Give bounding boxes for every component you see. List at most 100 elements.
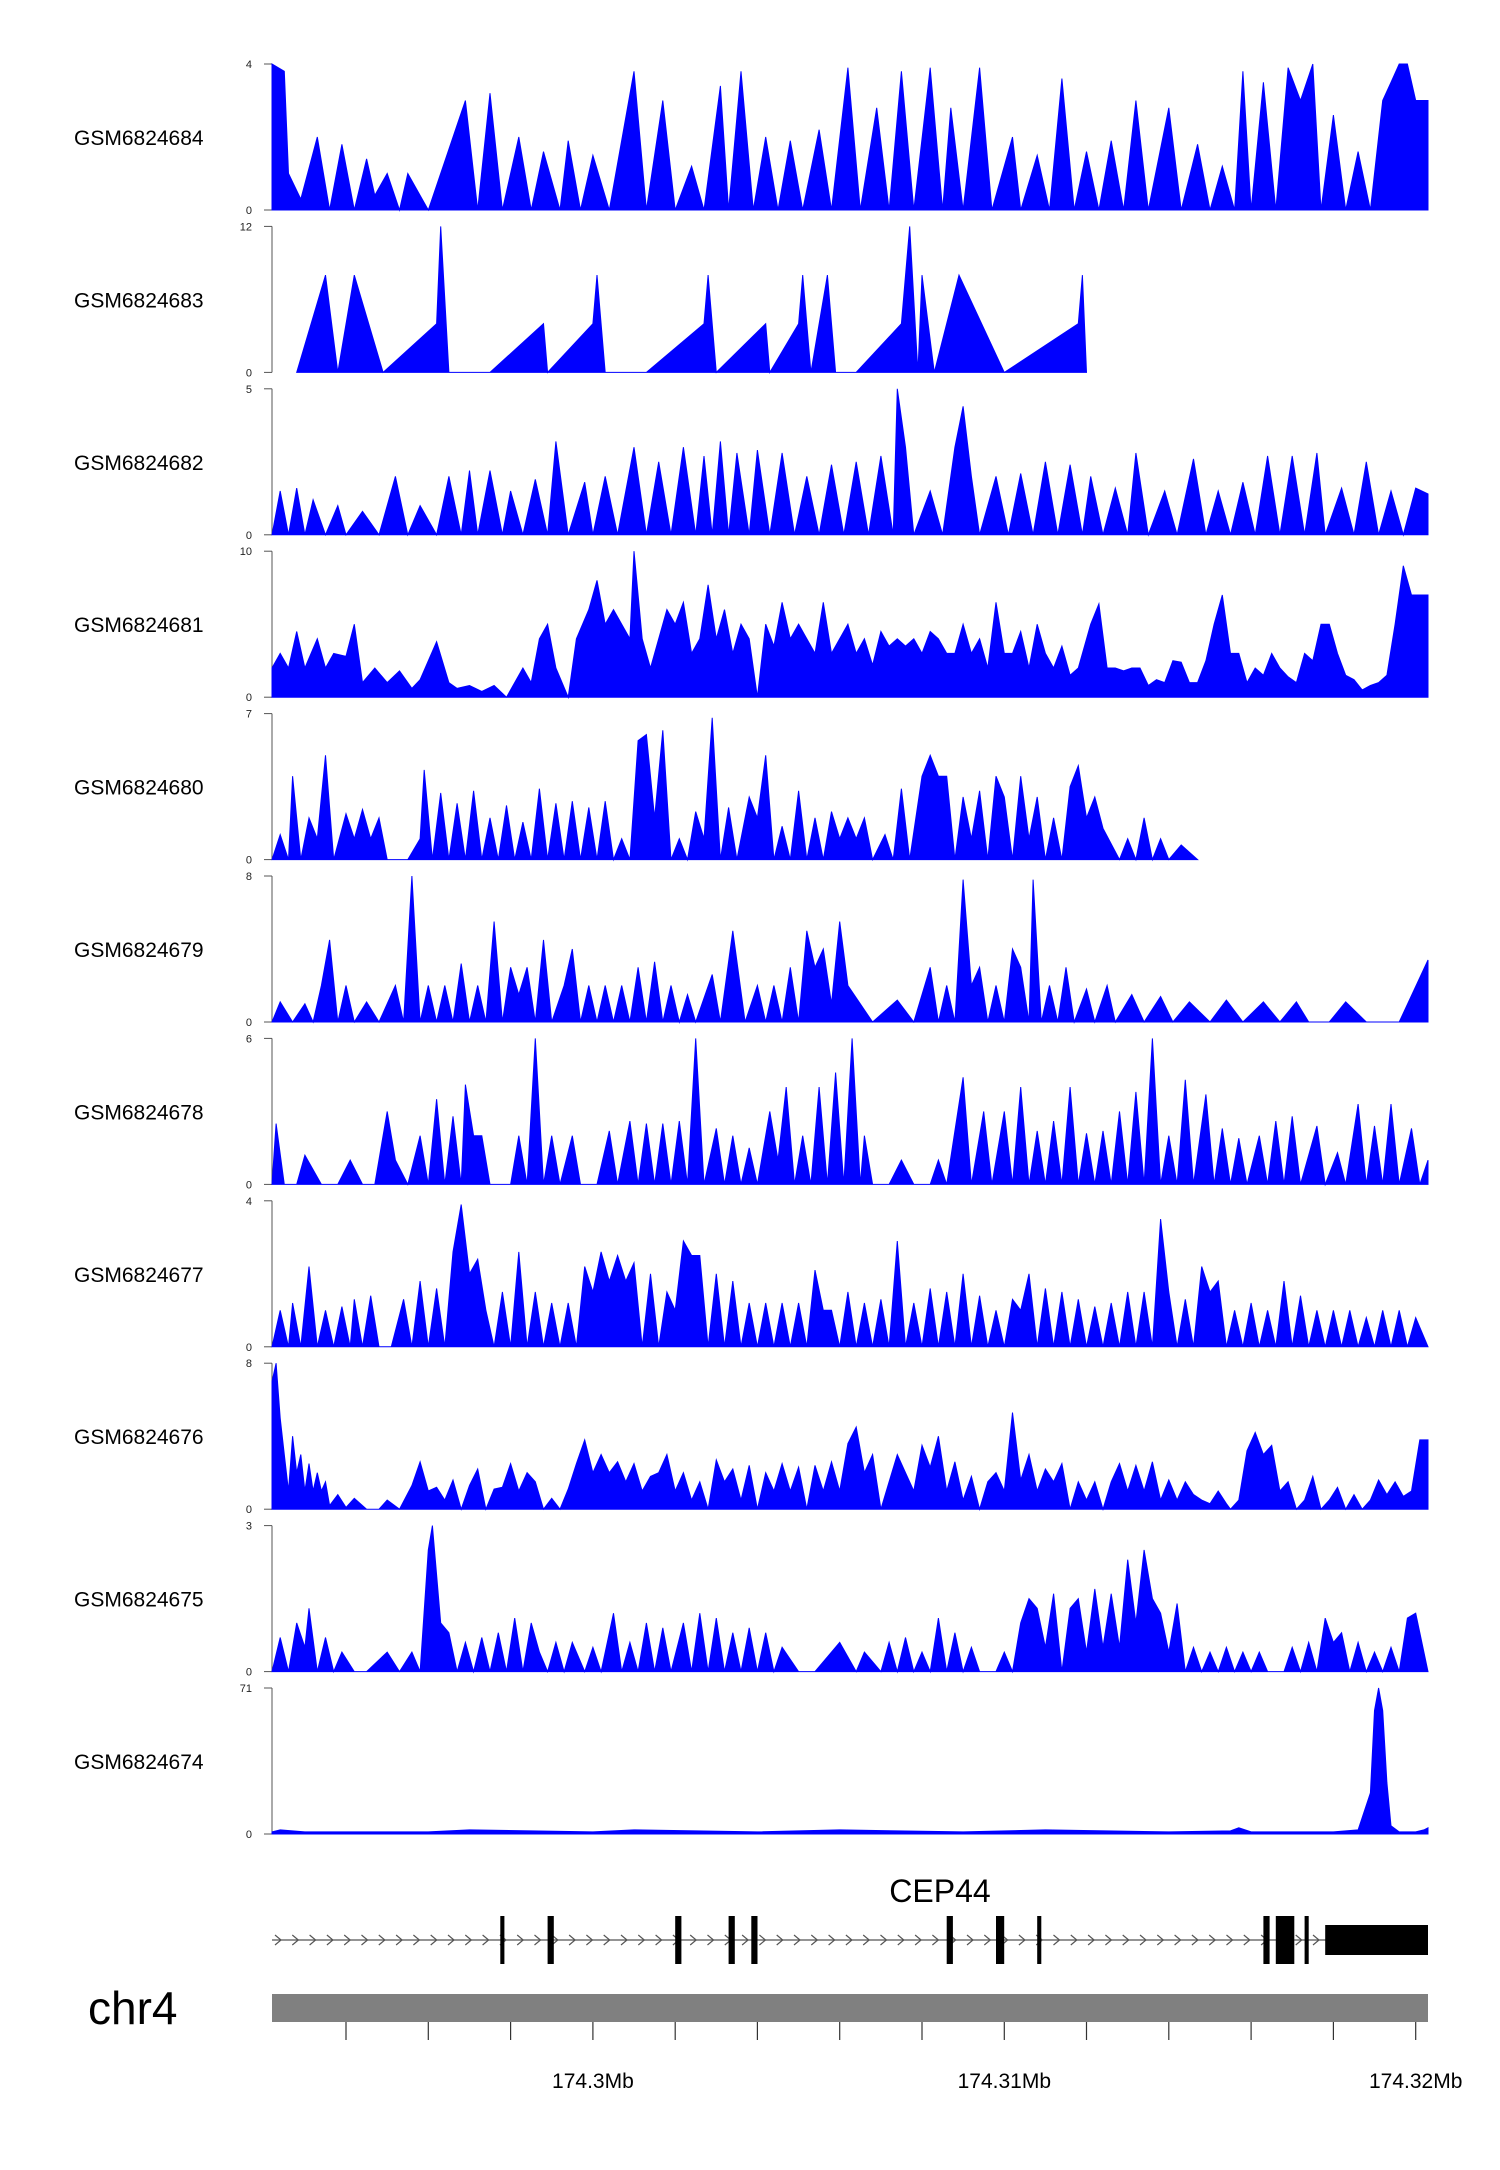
strand-arrow <box>1018 1934 1026 1946</box>
strand-arrow <box>1312 1934 1320 1946</box>
strand-arrow <box>810 1934 819 1946</box>
strand-arrow <box>914 1934 923 1946</box>
strand-arrow <box>1070 1934 1078 1946</box>
gene-track: CEP44 <box>272 1873 1428 1964</box>
coverage-area <box>296 226 1088 375</box>
track-GSM6824682: GSM6824682 5 0 <box>74 384 1429 542</box>
strand-arrow <box>1243 1934 1251 1946</box>
strand-arrow <box>603 1934 611 1946</box>
strand-arrow <box>1087 1934 1096 1946</box>
strand-arrow <box>689 1934 698 1946</box>
gene-name-label: CEP44 <box>889 1873 990 1909</box>
strand-arrow <box>1174 1934 1182 1946</box>
strand-arrow <box>1105 1934 1113 1946</box>
genomic-axis: 174.3Mb 174.31Mb 174.32Mb <box>345 2022 1462 2093</box>
track-y-min-label: 0 <box>246 1342 252 1354</box>
track-GSM6824678: GSM6824678 6 0 <box>74 1033 1429 1191</box>
track-y-max-label: 71 <box>240 1683 252 1695</box>
track-y-max-label: 10 <box>240 546 252 558</box>
track-GSM6824680: GSM6824680 7 0 <box>74 709 1199 867</box>
strand-arrow <box>1156 1934 1165 1946</box>
strand-arrow <box>880 1934 888 1946</box>
strand-arrow <box>1191 1934 1199 1946</box>
track-y-max-label: 5 <box>246 384 252 396</box>
coverage-area <box>271 551 1429 700</box>
strand-arrow <box>1295 1934 1303 1946</box>
track-GSM6824675: GSM6824675 3 0 <box>74 1521 1429 1679</box>
coverage-area <box>271 1687 1429 1835</box>
gene-exon <box>1275 1916 1295 1964</box>
strand-arrow <box>586 1934 594 1946</box>
track-label: GSM6824676 <box>74 1426 204 1449</box>
coverage-area <box>271 388 1429 537</box>
strand-arrow <box>983 1934 992 1946</box>
track-y-min-label: 0 <box>246 1829 252 1841</box>
track-y-max-label: 3 <box>246 1521 252 1533</box>
strand-arrow <box>534 1934 542 1946</box>
strand-arrow <box>482 1934 490 1946</box>
track-GSM6824677: GSM6824677 4 0 <box>74 1196 1429 1354</box>
strand-arrow <box>776 1934 784 1946</box>
gene-exon <box>547 1916 554 1964</box>
track-y-min-label: 0 <box>246 1017 252 1029</box>
strand-arrow <box>326 1934 334 1946</box>
track-label: GSM6824677 <box>74 1264 204 1287</box>
track-y-min-label: 0 <box>246 530 252 542</box>
track-y-max-label: 4 <box>246 1196 252 1208</box>
axis-tick-label: 174.3Mb <box>552 2070 634 2093</box>
strand-arrow <box>516 1934 525 1946</box>
gene-exon <box>1304 1916 1309 1964</box>
track-label: GSM6824682 <box>74 452 204 475</box>
strand-arrow <box>741 1934 750 1946</box>
strand-arrow <box>637 1934 646 1946</box>
track-GSM6824684: GSM6824684 4 0 <box>74 59 1429 217</box>
strand-arrow <box>862 1934 871 1946</box>
strand-arrow <box>309 1934 317 1946</box>
gene-exon <box>751 1916 758 1964</box>
strand-arrow <box>291 1934 300 1946</box>
coverage-area <box>271 1204 1429 1348</box>
strand-arrow <box>343 1934 352 1946</box>
strand-arrow <box>1226 1934 1234 1946</box>
strand-arrow <box>361 1934 369 1946</box>
strand-arrow <box>464 1934 473 1946</box>
track-y-max-label: 8 <box>246 871 252 883</box>
strand-arrow <box>1139 1934 1147 1946</box>
track-label: GSM6824678 <box>74 1101 204 1124</box>
track-y-min-label: 0 <box>246 205 252 217</box>
coverage-area <box>271 875 1429 1024</box>
track-GSM6824681: GSM6824681 10 0 <box>74 546 1429 704</box>
strand-arrow <box>1208 1934 1217 1946</box>
track-y-min-label: 0 <box>246 1667 252 1679</box>
track-label: GSM6824681 <box>74 614 204 637</box>
signal-tracks: GSM682468440GSM6824683120GSM682468250GSM… <box>74 59 1429 1841</box>
gene-exon <box>996 1916 1005 1964</box>
track-label: GSM6824684 <box>74 127 204 150</box>
coverage-area <box>271 1363 1429 1512</box>
track-GSM6824679: GSM6824679 8 0 <box>74 871 1429 1029</box>
strand-arrow <box>759 1934 767 1946</box>
strand-arrow <box>793 1934 801 1946</box>
track-label: GSM6824675 <box>74 1589 204 1612</box>
coverage-area <box>271 717 1199 862</box>
gene-exon <box>728 1916 735 1964</box>
track-y-max-label: 6 <box>246 1033 252 1045</box>
gene-exon <box>946 1916 953 1964</box>
gene-exon <box>1325 1925 1428 1955</box>
track-y-max-label: 12 <box>240 221 252 233</box>
coverage-area <box>271 1525 1429 1674</box>
track-y-min-label: 0 <box>246 1504 252 1516</box>
strand-arrow <box>447 1934 455 1946</box>
strand-arrow <box>1053 1934 1061 1946</box>
strand-arrow <box>274 1934 282 1946</box>
strand-arrow <box>568 1934 577 1946</box>
strand-arrow <box>707 1934 715 1946</box>
track-label: GSM6824680 <box>74 777 204 800</box>
track-label: GSM6824674 <box>74 1751 204 1774</box>
axis-tick-label: 174.32Mb <box>1369 2070 1462 2093</box>
chromosome-label: chr4 <box>88 1982 177 2034</box>
track-y-max-label: 7 <box>246 709 252 721</box>
gene-exon <box>675 1916 682 1964</box>
track-y-min-label: 0 <box>246 367 252 379</box>
